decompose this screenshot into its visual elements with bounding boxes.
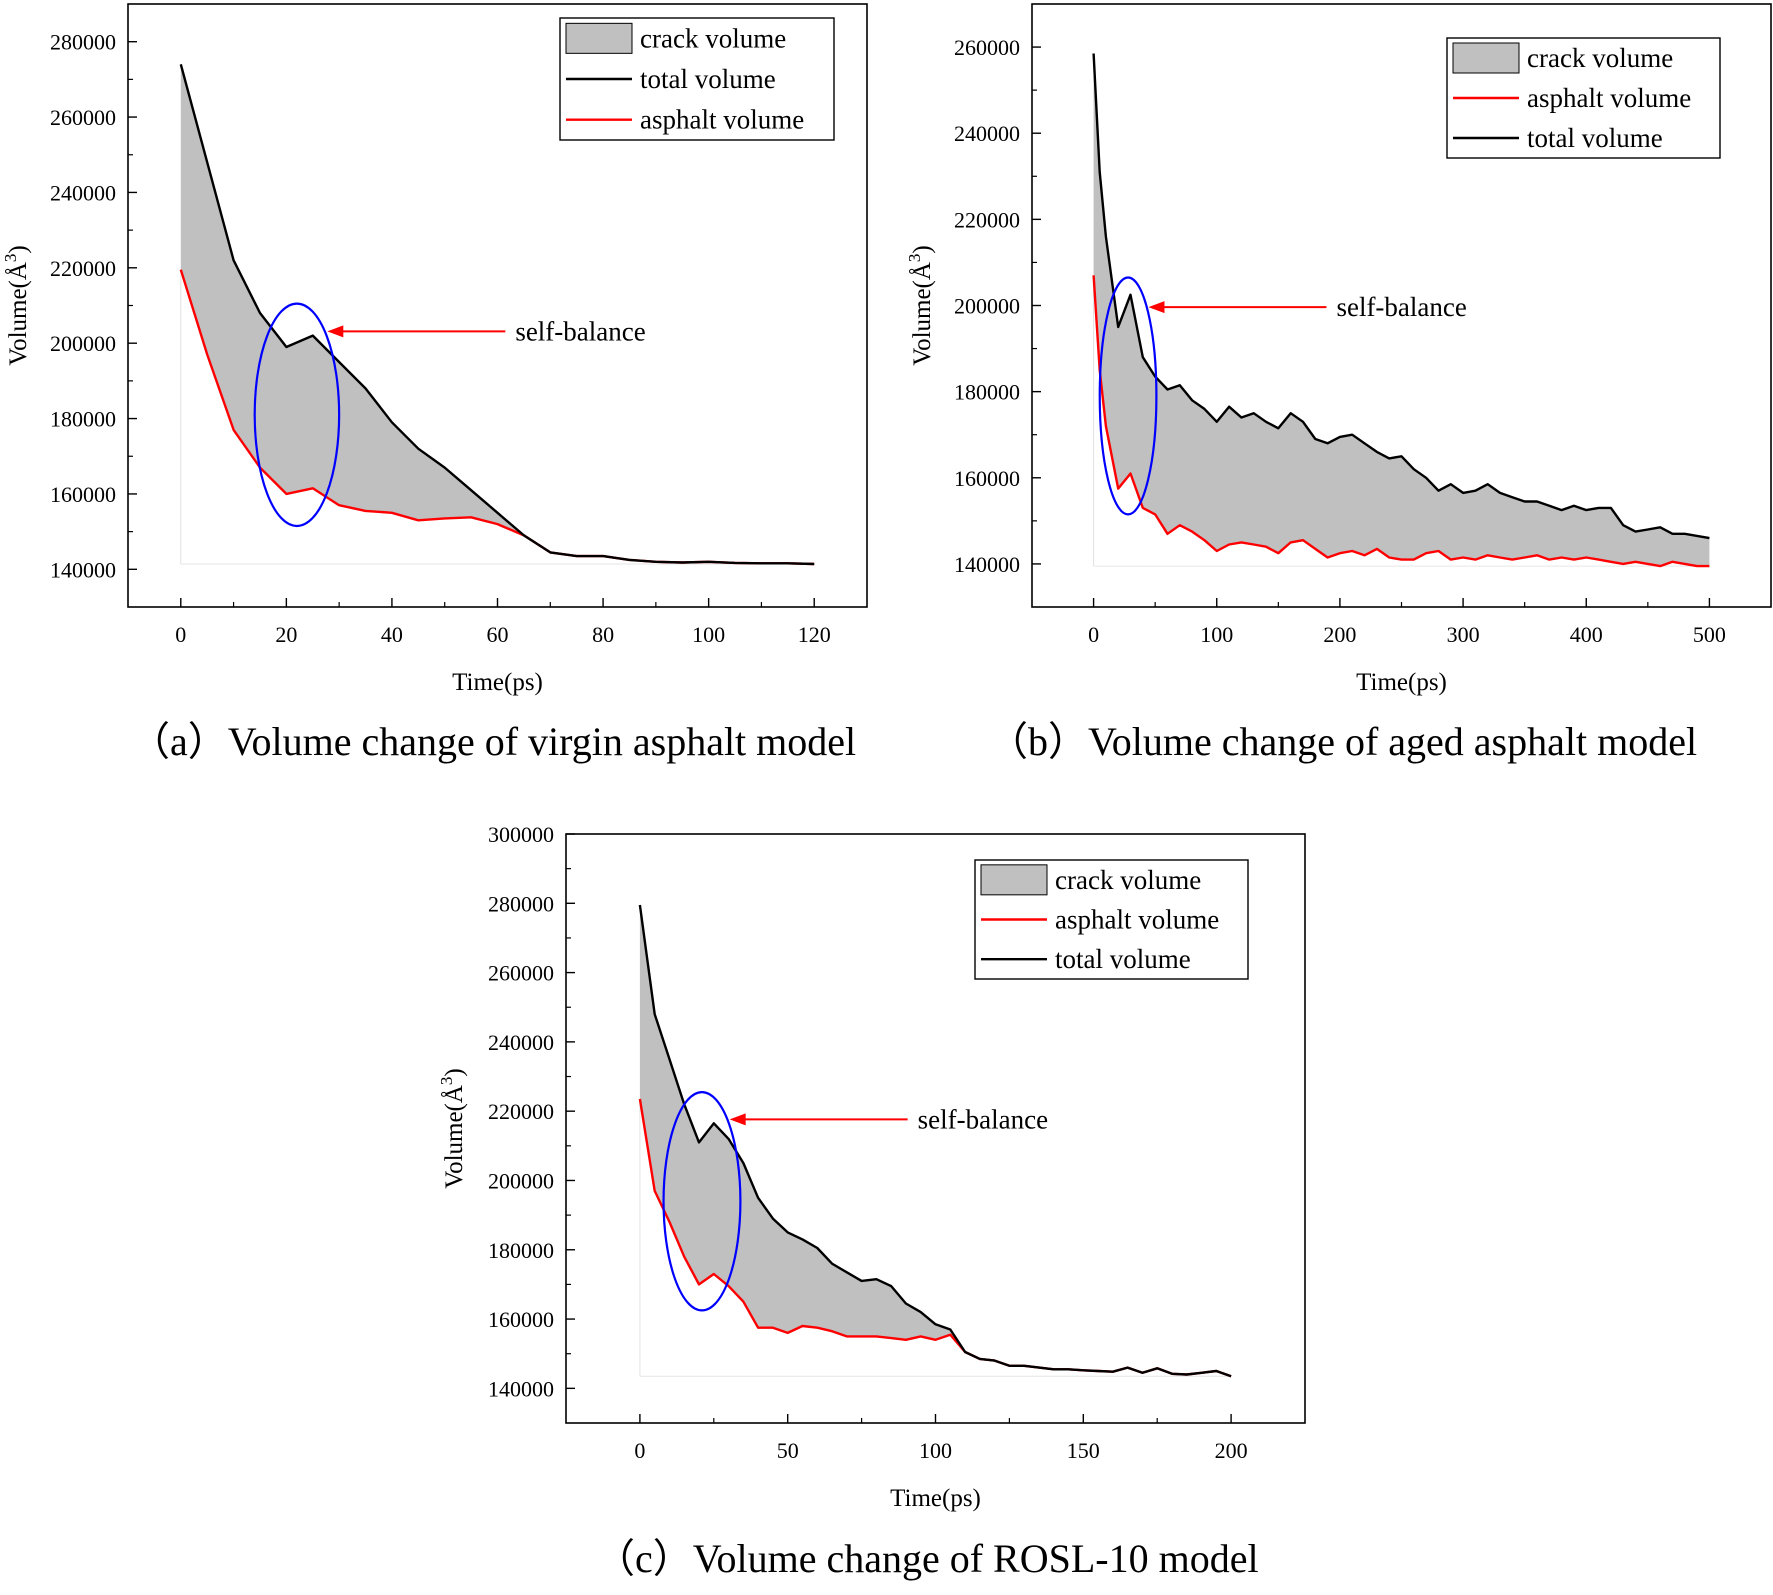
y-tick-label: 260000	[954, 35, 1020, 60]
annotation-arrow-head	[1148, 301, 1165, 314]
y-tick-label: 260000	[488, 961, 554, 986]
x-tick-label: 100	[919, 1438, 952, 1463]
x-tick-label: 100	[1200, 622, 1233, 647]
y-tick-label: 300000	[488, 822, 554, 847]
crack-volume-area	[1093, 53, 1710, 567]
annotation-arrow-head	[729, 1113, 746, 1126]
y-axis-label-main: Volume(Å	[5, 262, 32, 366]
x-tick-label: 0	[1088, 622, 1099, 647]
legend: crack volume total volume asphalt volume	[559, 17, 835, 141]
self-balance-ellipse	[253, 302, 341, 528]
panel-caption: （c）Volume change of ROSL-10 model	[595, 1536, 1259, 1581]
x-tick-label: 400	[1570, 622, 1603, 647]
legend-label: total volume	[1055, 944, 1191, 974]
y-axis-label-close: )	[909, 245, 936, 253]
legend-label: asphalt volume	[1527, 83, 1691, 113]
chart-panel-b: 0 100 200 300 400 500 140000 160000 180000 200000…	[905, 3, 1772, 764]
x-axis-label: Time(ps)	[890, 1485, 981, 1512]
legend-label: crack volume	[1055, 865, 1201, 895]
x-tick-label: 60	[487, 622, 509, 647]
total-volume-line	[1092, 53, 1710, 540]
y-tick-label: 280000	[50, 30, 116, 55]
y-tick-label: 140000	[488, 1376, 554, 1401]
y-tick-label: 240000	[954, 121, 1020, 146]
legend: crack volume asphalt volume total volume	[1446, 37, 1721, 159]
y-tick-label: 180000	[50, 407, 116, 432]
self-balance-ellipse	[662, 1091, 742, 1312]
x-axis-label: Time(ps)	[1356, 669, 1447, 696]
asphalt-volume-line	[1092, 275, 1710, 568]
y-tick-label: 200000	[954, 294, 1020, 319]
y-tick-label: 160000	[488, 1307, 554, 1332]
y-tick-label: 140000	[954, 552, 1020, 577]
legend-label: total volume	[1527, 123, 1663, 153]
x-tick-label: 80	[592, 622, 614, 647]
x-tick-label: 100	[692, 622, 725, 647]
x-tick-label: 120	[798, 622, 831, 647]
chart-panel-a: 0 20 40 60 80 100 120 140000 160000 180000 200000 2…	[1, 3, 868, 764]
x-tick-label: 300	[1447, 622, 1480, 647]
legend-crack-swatch	[565, 22, 633, 54]
y-tick-label: 200000	[488, 1168, 554, 1193]
chart-panel-c: 0 50 100 150 200 140000 160000 180000 200000 2200…	[437, 822, 1306, 1581]
legend-crack-swatch	[1452, 42, 1520, 74]
legend-crack-swatch	[980, 864, 1048, 896]
x-tick-label: 200	[1215, 1438, 1248, 1463]
y-axis-label-close: )	[441, 1068, 468, 1076]
y-axis-label: Volume(Å3)	[905, 245, 936, 366]
total-volume-line	[638, 904, 1232, 1378]
legend-label: asphalt volume	[1055, 905, 1219, 935]
x-tick-label: 500	[1693, 622, 1726, 647]
annotation-label: self-balance	[1336, 292, 1466, 322]
y-axis-label-superscript: 3	[437, 1077, 456, 1086]
total-volume-line	[179, 63, 815, 566]
y-tick-label: 160000	[954, 466, 1020, 491]
y-axis-label-superscript: 3	[905, 254, 924, 263]
x-tick-label: 150	[1067, 1438, 1100, 1463]
legend-label: crack volume	[640, 23, 786, 53]
y-tick-label: 260000	[50, 105, 116, 130]
y-tick-label: 180000	[954, 380, 1020, 405]
panel-caption: （b）Volume change of aged asphalt model	[988, 719, 1697, 764]
annotation-label: self-balance	[515, 316, 645, 346]
y-tick-label: 140000	[50, 557, 116, 582]
y-tick-label: 240000	[488, 1030, 554, 1055]
legend-label: asphalt volume	[640, 105, 804, 135]
legend-label: crack volume	[1527, 43, 1673, 73]
self-balance-ellipse	[1098, 276, 1158, 516]
y-axis-label-main: Volume(Å	[441, 1085, 468, 1189]
y-tick-label: 280000	[488, 891, 554, 916]
x-axis-label: Time(ps)	[452, 669, 543, 696]
y-tick-label: 180000	[488, 1238, 554, 1263]
x-tick-label: 50	[777, 1438, 799, 1463]
legend: crack volume asphalt volume total volume	[974, 859, 1249, 980]
crack-volume-area	[639, 905, 1232, 1377]
y-tick-label: 160000	[50, 482, 116, 507]
y-tick-label: 220000	[50, 256, 116, 281]
y-axis-label-close: )	[5, 245, 32, 253]
y-tick-label: 220000	[488, 1099, 554, 1124]
legend-label: total volume	[640, 64, 776, 94]
y-tick-label: 220000	[954, 207, 1020, 232]
y-axis-label-main: Volume(Å	[909, 262, 936, 366]
x-tick-label: 40	[381, 622, 403, 647]
y-tick-label: 200000	[50, 331, 116, 356]
y-axis-label: Volume(Å3)	[437, 1068, 468, 1189]
x-tick-label: 200	[1323, 622, 1356, 647]
x-tick-label: 0	[175, 622, 186, 647]
y-tick-label: 240000	[50, 180, 116, 205]
x-tick-label: 0	[634, 1438, 645, 1463]
panel-caption: （a）Volume change of virgin asphalt model	[130, 719, 856, 764]
y-axis-label: Volume(Å3)	[1, 245, 32, 366]
annotation-label: self-balance	[918, 1104, 1048, 1134]
x-tick-label: 20	[275, 622, 297, 647]
annotation-arrow-head	[327, 325, 344, 338]
y-axis-label-superscript: 3	[1, 254, 20, 263]
